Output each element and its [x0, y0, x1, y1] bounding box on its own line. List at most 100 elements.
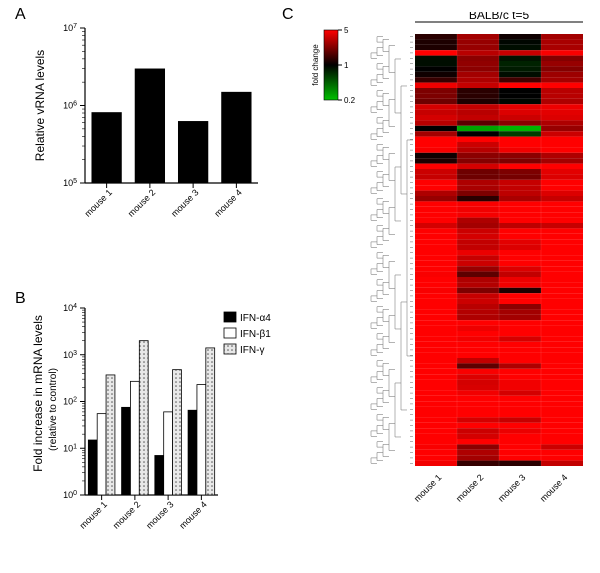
heatmap-cell — [457, 261, 499, 266]
heatmap-cell — [499, 239, 541, 244]
heatmap-cell — [541, 158, 583, 163]
heatmap-cell — [415, 120, 457, 125]
heatmap-cell — [541, 277, 583, 282]
svg-text:mouse 1: mouse 1 — [78, 499, 109, 530]
heatmap-cell — [415, 396, 457, 401]
heatmap-cell — [415, 336, 457, 341]
heatmap-cell — [415, 142, 457, 147]
heatmap-cell — [499, 450, 541, 455]
heatmap-cell — [499, 72, 541, 77]
heatmap-cell — [499, 201, 541, 206]
bar — [97, 414, 106, 495]
heatmap-cell — [541, 245, 583, 250]
heatmap-cell — [499, 120, 541, 125]
heatmap-cell — [415, 369, 457, 374]
panel-label-c: C — [282, 6, 294, 24]
heatmap-cell — [415, 272, 457, 277]
heatmap-cell — [457, 282, 499, 287]
heatmap-cell — [499, 439, 541, 444]
bar — [178, 121, 208, 183]
bar — [91, 112, 121, 183]
heatmap-cell — [541, 417, 583, 422]
heatmap-cell — [415, 234, 457, 239]
svg-text:102: 102 — [63, 396, 77, 407]
heatmap-cell — [415, 201, 457, 206]
bar — [173, 370, 182, 495]
heatmap-cell — [415, 255, 457, 260]
heatmap-cell — [499, 331, 541, 336]
heatmap-cell — [499, 342, 541, 347]
heatmap-cell — [457, 110, 499, 115]
heatmap-cell — [415, 245, 457, 250]
heatmap-cell — [541, 293, 583, 298]
heatmap-cell — [457, 407, 499, 412]
heatmap-cell — [415, 353, 457, 358]
heatmap-cell — [415, 266, 457, 271]
heatmap-cell — [499, 293, 541, 298]
heatmap-cell — [541, 207, 583, 212]
panel-a-chart: 105106107Relative vRNA levelsmouse 1mous… — [30, 18, 268, 253]
heatmap-cell — [415, 223, 457, 228]
heatmap-cell — [499, 169, 541, 174]
heatmap-col-label: mouse 2 — [454, 472, 485, 503]
svg-text:mouse 3: mouse 3 — [169, 187, 200, 218]
heatmap-cell — [457, 455, 499, 460]
heatmap-cell — [541, 83, 583, 88]
heatmap-cell — [541, 455, 583, 460]
heatmap-cell — [457, 266, 499, 271]
heatmap-cell — [457, 169, 499, 174]
heatmap-cell — [457, 218, 499, 223]
heatmap-cell — [499, 212, 541, 217]
heatmap-cell — [415, 374, 457, 379]
heatmap-cell — [415, 61, 457, 66]
heatmap-cell — [415, 401, 457, 406]
heatmap-cell — [415, 218, 457, 223]
heatmap-cell — [541, 304, 583, 309]
heatmap-cell — [457, 142, 499, 147]
heatmap-cell — [415, 99, 457, 104]
heatmap-cell — [499, 309, 541, 314]
heatmap-cell — [457, 358, 499, 363]
heatmap-cell — [457, 77, 499, 82]
bar — [88, 440, 97, 495]
legend-swatch — [224, 328, 236, 338]
heatmap-cell — [499, 77, 541, 82]
heatmap-cell — [499, 142, 541, 147]
heatmap-cell — [415, 191, 457, 196]
legend-label: IFN-β1 — [240, 329, 271, 340]
heatmap-cell — [499, 347, 541, 352]
heatmap-cell — [499, 56, 541, 61]
heatmap-cell — [457, 417, 499, 422]
heatmap-cell — [541, 126, 583, 131]
heatmap-cell — [457, 315, 499, 320]
bar — [135, 69, 165, 183]
heatmap-cell — [457, 99, 499, 104]
heatmap-cell — [541, 331, 583, 336]
heatmap-cell — [541, 218, 583, 223]
heatmap-cell — [457, 126, 499, 131]
heatmap-cell — [457, 434, 499, 439]
svg-text:Relative vRNA levels: Relative vRNA levels — [33, 50, 47, 161]
svg-text:103: 103 — [63, 349, 77, 360]
heatmap-cell — [457, 272, 499, 277]
heatmap-cell — [499, 423, 541, 428]
heatmap-cell — [541, 99, 583, 104]
heatmap-cell — [415, 164, 457, 169]
heatmap-cell — [457, 72, 499, 77]
svg-text:107: 107 — [63, 23, 77, 34]
panel-label-a: A — [15, 6, 26, 24]
heatmap-cell — [415, 207, 457, 212]
heatmap-cell — [541, 385, 583, 390]
heatmap-cell — [541, 61, 583, 66]
heatmap-cell — [457, 228, 499, 233]
heatmap-cell — [415, 66, 457, 71]
bar — [139, 341, 148, 495]
heatmap-cell — [499, 104, 541, 109]
heatmap-cell — [457, 104, 499, 109]
heatmap-cell — [541, 299, 583, 304]
svg-text:mouse 4: mouse 4 — [177, 499, 208, 530]
heatmap-cell — [457, 83, 499, 88]
heatmap-cell — [415, 158, 457, 163]
heatmap-cell — [415, 412, 457, 417]
heatmap-cell — [499, 110, 541, 115]
